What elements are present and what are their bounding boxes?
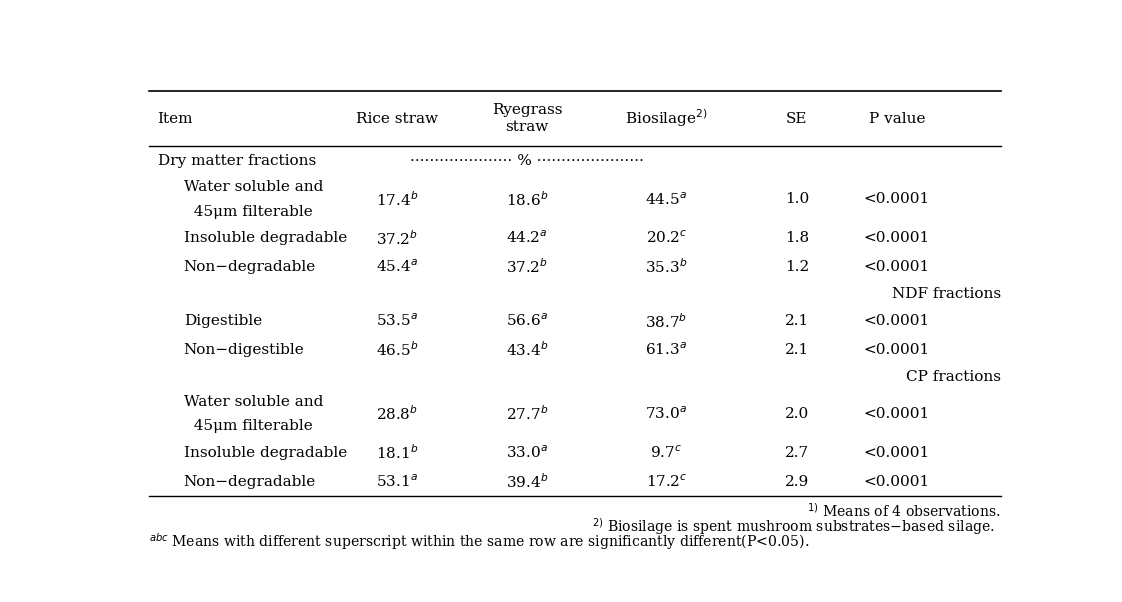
Text: 73.0$^{a}$: 73.0$^{a}$ bbox=[645, 406, 688, 423]
Text: 33.0$^{a}$: 33.0$^{a}$ bbox=[506, 444, 549, 461]
Text: SE: SE bbox=[787, 111, 808, 126]
Text: Dry matter fractions: Dry matter fractions bbox=[157, 154, 316, 168]
Text: 1.8: 1.8 bbox=[784, 231, 809, 245]
Text: 38.7$^{b}$: 38.7$^{b}$ bbox=[645, 312, 688, 330]
Text: 18.6$^{b}$: 18.6$^{b}$ bbox=[506, 190, 549, 209]
Text: Digestible: Digestible bbox=[184, 314, 261, 328]
Text: Item: Item bbox=[157, 111, 193, 126]
Text: <0.0001: <0.0001 bbox=[864, 343, 930, 357]
Text: 37.2$^{b}$: 37.2$^{b}$ bbox=[506, 258, 549, 276]
Text: P value: P value bbox=[868, 111, 925, 126]
Text: $^{2)}$ Biosilage is spent mushroom substrates−based silage.: $^{2)}$ Biosilage is spent mushroom subs… bbox=[592, 516, 995, 537]
Text: ····················· % ······················: ····················· % ················… bbox=[410, 154, 644, 168]
Text: 44.2$^{a}$: 44.2$^{a}$ bbox=[506, 230, 548, 246]
Text: Biosilage$^{2)}$: Biosilage$^{2)}$ bbox=[625, 108, 708, 129]
Text: <0.0001: <0.0001 bbox=[864, 407, 930, 421]
Text: Insoluble degradable: Insoluble degradable bbox=[184, 446, 347, 460]
Text: <0.0001: <0.0001 bbox=[864, 231, 930, 245]
Text: 27.7$^{b}$: 27.7$^{b}$ bbox=[506, 405, 549, 423]
Text: 56.6$^{a}$: 56.6$^{a}$ bbox=[506, 313, 549, 329]
Text: 2.9: 2.9 bbox=[784, 474, 809, 489]
Text: 45.4$^{a}$: 45.4$^{a}$ bbox=[376, 259, 417, 275]
Text: $^{1)}$ Means of 4 observations.: $^{1)}$ Means of 4 observations. bbox=[807, 502, 1001, 520]
Text: Rice straw: Rice straw bbox=[356, 111, 438, 126]
Text: 20.2$^{c}$: 20.2$^{c}$ bbox=[645, 230, 687, 246]
Text: 18.1$^{b}$: 18.1$^{b}$ bbox=[376, 444, 417, 462]
Text: 2.1: 2.1 bbox=[784, 314, 809, 328]
Text: 17.2$^{c}$: 17.2$^{c}$ bbox=[645, 473, 687, 490]
Text: <0.0001: <0.0001 bbox=[864, 260, 930, 274]
Text: 61.3$^{a}$: 61.3$^{a}$ bbox=[645, 341, 688, 358]
Text: 35.3$^{b}$: 35.3$^{b}$ bbox=[645, 258, 688, 276]
Text: 2.0: 2.0 bbox=[784, 407, 809, 421]
Text: 44.5$^{a}$: 44.5$^{a}$ bbox=[645, 191, 688, 208]
Text: <0.0001: <0.0001 bbox=[864, 446, 930, 460]
Text: 46.5$^{b}$: 46.5$^{b}$ bbox=[376, 341, 417, 359]
Text: $^{abc}$ Means with different superscript within the same row are significantly : $^{abc}$ Means with different superscrip… bbox=[149, 532, 809, 552]
Text: <0.0001: <0.0001 bbox=[864, 474, 930, 489]
Text: NDF fractions: NDF fractions bbox=[892, 287, 1001, 301]
Text: 53.1$^{a}$: 53.1$^{a}$ bbox=[376, 473, 417, 490]
Text: Non−digestible: Non−digestible bbox=[184, 343, 304, 357]
Text: 9.7$^{c}$: 9.7$^{c}$ bbox=[651, 444, 682, 461]
Text: Water soluble and: Water soluble and bbox=[184, 181, 323, 194]
Text: CP fractions: CP fractions bbox=[907, 370, 1001, 384]
Text: Water soluble and: Water soluble and bbox=[184, 395, 323, 409]
Text: Non−degradable: Non−degradable bbox=[184, 474, 316, 489]
Text: Non−degradable: Non−degradable bbox=[184, 260, 316, 274]
Text: 37.2$^{b}$: 37.2$^{b}$ bbox=[376, 229, 417, 247]
Text: 17.4$^{b}$: 17.4$^{b}$ bbox=[376, 190, 417, 209]
Text: 2.7: 2.7 bbox=[784, 446, 809, 460]
Text: 45μm filterable: 45μm filterable bbox=[184, 205, 313, 219]
Text: Insoluble degradable: Insoluble degradable bbox=[184, 231, 347, 245]
Text: 28.8$^{b}$: 28.8$^{b}$ bbox=[376, 405, 417, 423]
Text: 43.4$^{b}$: 43.4$^{b}$ bbox=[506, 341, 549, 359]
Text: 2.1: 2.1 bbox=[784, 343, 809, 357]
Text: 39.4$^{b}$: 39.4$^{b}$ bbox=[506, 472, 549, 491]
Text: 1.0: 1.0 bbox=[784, 193, 809, 206]
Text: Ryegrass
straw: Ryegrass straw bbox=[491, 104, 562, 134]
Text: <0.0001: <0.0001 bbox=[864, 314, 930, 328]
Text: <0.0001: <0.0001 bbox=[864, 193, 930, 206]
Text: 45μm filterable: 45μm filterable bbox=[184, 419, 313, 433]
Text: 53.5$^{a}$: 53.5$^{a}$ bbox=[376, 313, 417, 329]
Text: 1.2: 1.2 bbox=[784, 260, 809, 274]
